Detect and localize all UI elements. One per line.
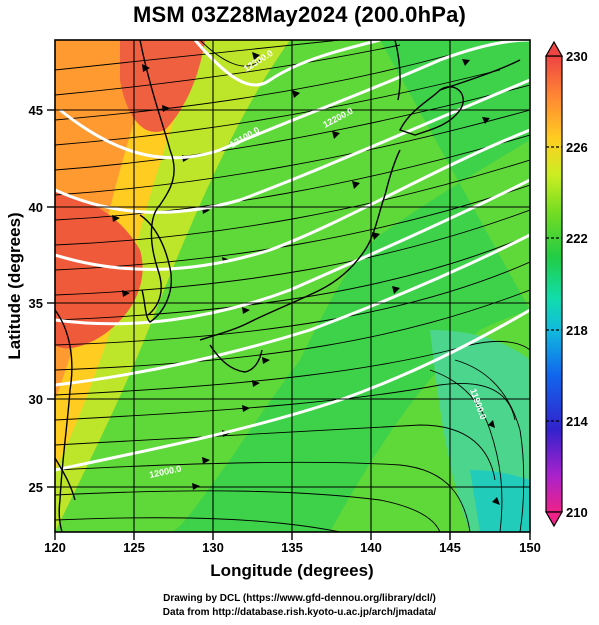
map-grid	[55, 40, 530, 532]
wind-streamlines	[55, 40, 530, 532]
y-tick-25: 25	[29, 480, 43, 495]
x-tick-140: 140	[360, 540, 382, 555]
colorbar-top-triangle	[544, 40, 564, 57]
x-axis-title: Longitude (degrees)	[210, 561, 373, 580]
axis-ticks	[47, 109, 531, 540]
colorbar-label-214: 214	[566, 414, 588, 429]
y-tick-30: 30	[29, 392, 43, 407]
x-tick-135: 135	[281, 540, 303, 555]
y-tick-45: 45	[29, 103, 43, 118]
x-tick-125: 125	[123, 540, 145, 555]
colorbar: 230 226 222 218 214 210	[544, 40, 588, 528]
y-tick-35: 35	[29, 296, 43, 311]
geopotential-contours	[55, 40, 530, 472]
y-tick-labels: 25 30 35 40 45	[29, 103, 43, 495]
x-tick-145: 145	[439, 540, 461, 555]
colorbar-label-222: 222	[566, 231, 588, 246]
colorbar-label-210: 210	[566, 505, 588, 520]
x-tick-labels: 120 125 130 135 140 145 150	[44, 540, 541, 555]
colorbar-label-226: 226	[566, 140, 588, 155]
coastlines	[55, 40, 521, 532]
credit-drawing: Drawing by DCL (https://www.gfd-dennou.o…	[163, 593, 436, 604]
wind-arrowheads	[112, 52, 500, 505]
chart-title: MSM 03Z28May2024 (200.0hPa)	[132, 2, 467, 27]
credit-data: Data from http://database.rish.kyoto-u.a…	[162, 607, 437, 618]
x-tick-130: 130	[202, 540, 224, 555]
colorbar-bottom-triangle	[544, 511, 564, 528]
colorbar-gradient	[545, 55, 563, 513]
y-tick-40: 40	[29, 200, 43, 215]
colorbar-label-230: 230	[566, 49, 588, 64]
x-tick-120: 120	[44, 540, 66, 555]
y-axis-title: Latitude (degrees)	[5, 212, 24, 359]
colorbar-label-218: 218	[566, 323, 588, 338]
x-tick-150: 150	[519, 540, 541, 555]
